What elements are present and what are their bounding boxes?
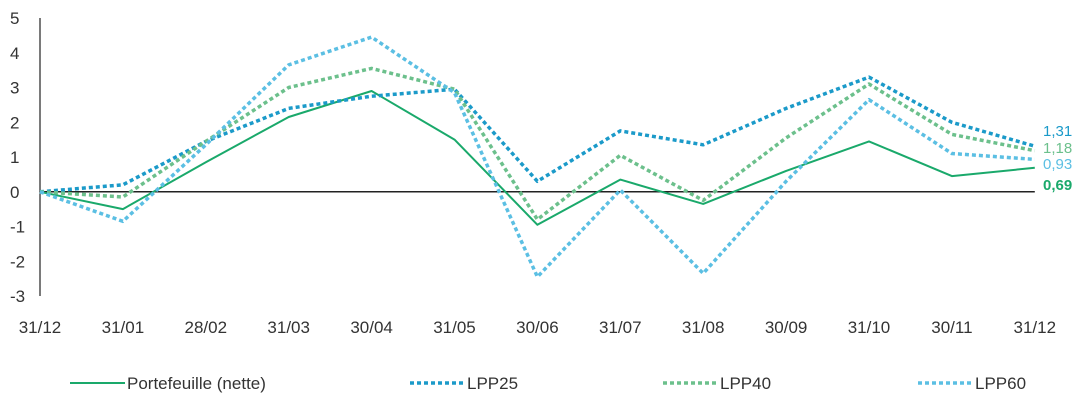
y-tick-label: 2 [10, 113, 19, 132]
series-lines [39, 35, 1036, 279]
end-value-label: 1,18 [1043, 140, 1072, 157]
x-tick-label: 31/05 [433, 318, 476, 337]
x-tick-label: 31/01 [102, 318, 145, 337]
legend-label: LPP60 [975, 374, 1026, 393]
y-tick-label: -2 [10, 252, 25, 271]
x-tick-label: 30/09 [765, 318, 808, 337]
y-tick-label: 4 [10, 44, 19, 63]
y-tick-label: -1 [10, 218, 25, 237]
legend: Portefeuille (nette) LPP25 LPP40 LPP60 [70, 374, 1026, 393]
x-tick-label: 31/08 [682, 318, 725, 337]
x-tick-label: 30/04 [350, 318, 393, 337]
x-tick-label: 31/03 [267, 318, 310, 337]
series-line-portefeuille-nette [39, 90, 1035, 226]
end-value-label: 0,93 [1043, 156, 1072, 173]
legend-label: LPP25 [467, 374, 518, 393]
x-tick-label: 31/10 [848, 318, 891, 337]
y-tick-label: -3 [10, 287, 25, 306]
x-tick-label: 31/12 [1014, 318, 1057, 337]
x-tick-label: 30/06 [516, 318, 559, 337]
end-labels: 1,311,180,93 0,69 [1043, 123, 1072, 194]
x-axis: 31/12 31/01 28/02 31/03 30/04 31/05 30/06 31/07… [19, 191, 1057, 337]
y-tick-label: 1 [10, 148, 19, 167]
legend-item: LPP25 [410, 374, 518, 393]
series-line-lpp60 [39, 35, 1035, 279]
x-tick-label: 30/11 [931, 318, 972, 337]
legend-item: LPP60 [918, 374, 1026, 393]
legend-label: LPP40 [720, 374, 771, 393]
y-tick-label: 3 [10, 79, 19, 98]
x-tick-label: 31/12 [19, 318, 62, 337]
legend-item: LPP40 [663, 374, 771, 393]
end-value-label: 1,31 [1043, 123, 1072, 140]
y-axis: 5 4 3 2 1 0 -1 -2 -3 [10, 9, 41, 306]
end-value-label: 0,69 [1043, 177, 1072, 194]
x-tick-label: 28/02 [185, 318, 228, 337]
y-tick-label: 0 [10, 183, 19, 202]
y-tick-label: 5 [10, 9, 19, 28]
legend-label: Portefeuille (nette) [127, 374, 266, 393]
series-line-lpp40 [39, 66, 1036, 222]
legend-item: Portefeuille (nette) [70, 374, 266, 393]
series-line-lpp25 [39, 75, 1036, 194]
x-tick-label: 31/07 [599, 318, 642, 337]
